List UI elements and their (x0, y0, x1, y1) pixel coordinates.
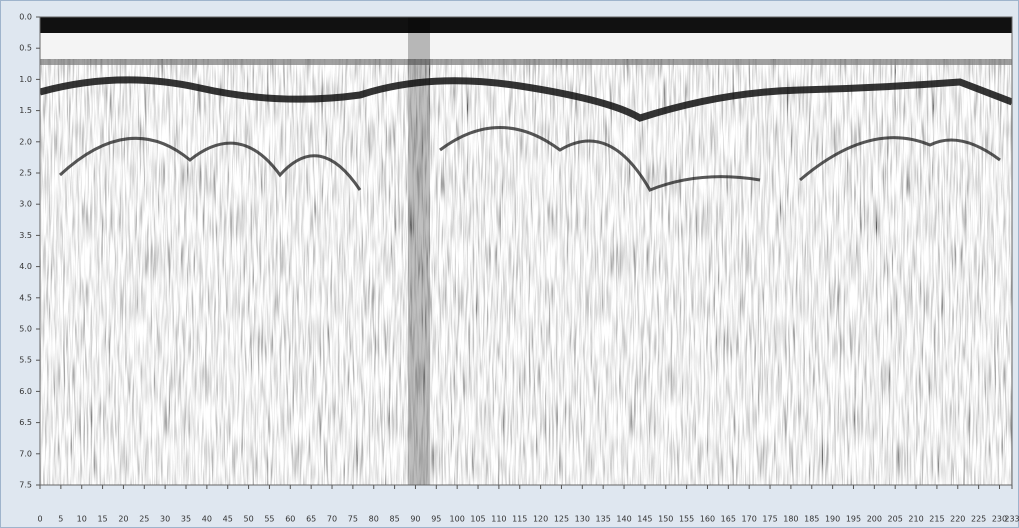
x-tick-label: 5 (58, 515, 63, 524)
x-tick-label: 165 (721, 515, 736, 524)
x-tick-label: 145 (637, 515, 652, 524)
x-tick-label: 125 (554, 515, 569, 524)
x-tick-label: 150 (658, 515, 673, 524)
x-tick-label: 120 (533, 515, 548, 524)
x-tick-label: 40 (202, 515, 212, 524)
x-tick-label: 195 (846, 515, 861, 524)
y-tick-label: 7.0 (19, 449, 32, 458)
x-tick-label: 135 (596, 515, 611, 524)
x-tick-label: 220 (950, 515, 965, 524)
x-tick-label: 60 (285, 515, 295, 524)
x-tick-label: 65 (306, 515, 316, 524)
direct-wave-band (40, 17, 1012, 33)
x-tick-label: 55 (264, 515, 274, 524)
x-tick-label: 210 (908, 515, 923, 524)
x-tick-label: 155 (679, 515, 694, 524)
y-tick-label: 0.5 (19, 44, 32, 53)
page: {"chart_data": {"type": "radargram", "xl… (0, 0, 1019, 528)
y-tick-label: 6.5 (19, 418, 32, 427)
x-tick-label: 15 (97, 515, 107, 524)
x-tick-label: 0 (37, 515, 42, 524)
radargram-image (40, 17, 1012, 520)
x-tick-label: 115 (512, 515, 527, 524)
x-tick-label: 215 (929, 515, 944, 524)
x-tick-label: 105 (470, 515, 485, 524)
x-tick-label: 75 (348, 515, 358, 524)
x-tick-label: 45 (223, 515, 233, 524)
x-tick-label: 20 (118, 515, 128, 524)
x-tick-label: 100 (450, 515, 465, 524)
y-tick-label: 2.5 (19, 169, 32, 178)
radargram-fade (40, 60, 1012, 520)
x-tick-label: 95 (431, 515, 441, 524)
x-tick-label: 10 (77, 515, 87, 524)
y-tick-label: 7.5 (19, 481, 32, 490)
dark-column (408, 17, 430, 485)
y-tick-label: 4.5 (19, 293, 32, 302)
x-tick-label: 200 (867, 515, 882, 524)
x-tick-label: 110 (491, 515, 506, 524)
x-tick-label: 35 (181, 515, 191, 524)
y-tick-label: 3.5 (19, 231, 32, 240)
y-tick-label: 2.0 (19, 137, 32, 146)
chart: 0.0 0.5 1.0 1.5 2.0 2.5 3.0 3.5 4.0 4.5 5.0 5.5 6.0 6… (0, 0, 1019, 528)
x-tick-label: 180 (783, 515, 798, 524)
x-tick-label: 70 (327, 515, 337, 524)
x-tick-label: 85 (389, 515, 399, 524)
y-tick-label: 5.0 (19, 325, 32, 334)
x-tick-label: 175 (762, 515, 777, 524)
y-tick-label: 4.0 (19, 262, 32, 271)
x-tick-label: 130 (575, 515, 590, 524)
x-tick-label: 225 (971, 515, 986, 524)
x-tick-label: 90 (410, 515, 420, 524)
y-tick-label: 1.5 (19, 106, 32, 115)
y-tick-label: 0.0 (19, 13, 32, 22)
y-tick-label: 5.5 (19, 356, 32, 365)
x-tick-label: 185 (804, 515, 819, 524)
y-tick-label: 3.0 (19, 200, 32, 209)
x-tick-label: 170 (742, 515, 757, 524)
x-tick-label: 205 (888, 515, 903, 524)
x-tick-label: 140 (616, 515, 631, 524)
x-tick-label: 190 (825, 515, 840, 524)
x-tick-label: 80 (369, 515, 379, 524)
x-tick-label: 233 (1004, 515, 1019, 524)
air-gap-band (40, 33, 1012, 59)
x-tick-label: 50 (243, 515, 253, 524)
y-tick-label: 6.0 (19, 387, 32, 396)
surface-band (40, 59, 1012, 65)
x-tick-label: 25 (139, 515, 149, 524)
x-tick-label: 160 (700, 515, 715, 524)
x-tick-label: 30 (160, 515, 170, 524)
y-tick-label: 1.0 (19, 75, 32, 84)
